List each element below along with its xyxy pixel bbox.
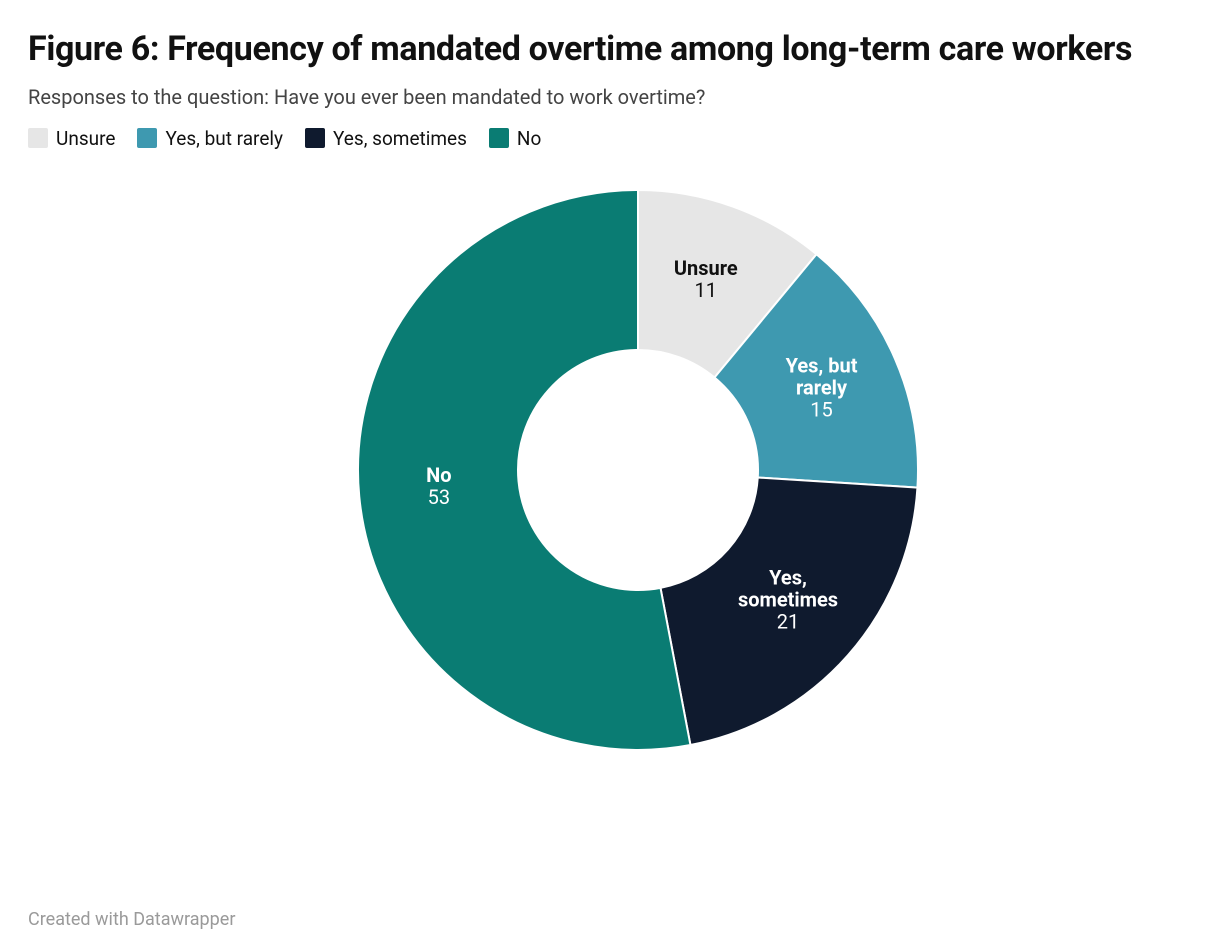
legend-item-unsure: Unsure bbox=[28, 127, 115, 150]
chart-legend: Unsure Yes, but rarely Yes, sometimes No bbox=[28, 127, 1192, 150]
chart-area: Unsure11Yes, butrarely15Yes,sometimes21N… bbox=[28, 160, 1192, 800]
donut-chart: Unsure11Yes, butrarely15Yes,sometimes21N… bbox=[28, 160, 1192, 800]
legend-label: Yes, sometimes bbox=[333, 127, 467, 150]
legend-label: Yes, but rarely bbox=[165, 127, 283, 150]
legend-swatch bbox=[489, 128, 509, 148]
legend-item-yes-sometimes: Yes, sometimes bbox=[305, 127, 467, 150]
figure-title: Figure 6: Frequency of mandated overtime… bbox=[28, 28, 1192, 71]
legend-label: Unsure bbox=[56, 127, 115, 150]
legend-label: No bbox=[517, 127, 541, 150]
legend-swatch bbox=[305, 128, 325, 148]
figure-container: Figure 6: Frequency of mandated overtime… bbox=[0, 0, 1220, 948]
slice-label-no: No53 bbox=[426, 462, 451, 508]
legend-item-yes-rarely: Yes, but rarely bbox=[137, 127, 283, 150]
legend-swatch bbox=[137, 128, 157, 148]
figure-footer: Created with Datawrapper bbox=[28, 909, 235, 930]
legend-swatch bbox=[28, 128, 48, 148]
legend-item-no: No bbox=[489, 127, 541, 150]
figure-subtitle: Responses to the question: Have you ever… bbox=[28, 85, 1192, 109]
